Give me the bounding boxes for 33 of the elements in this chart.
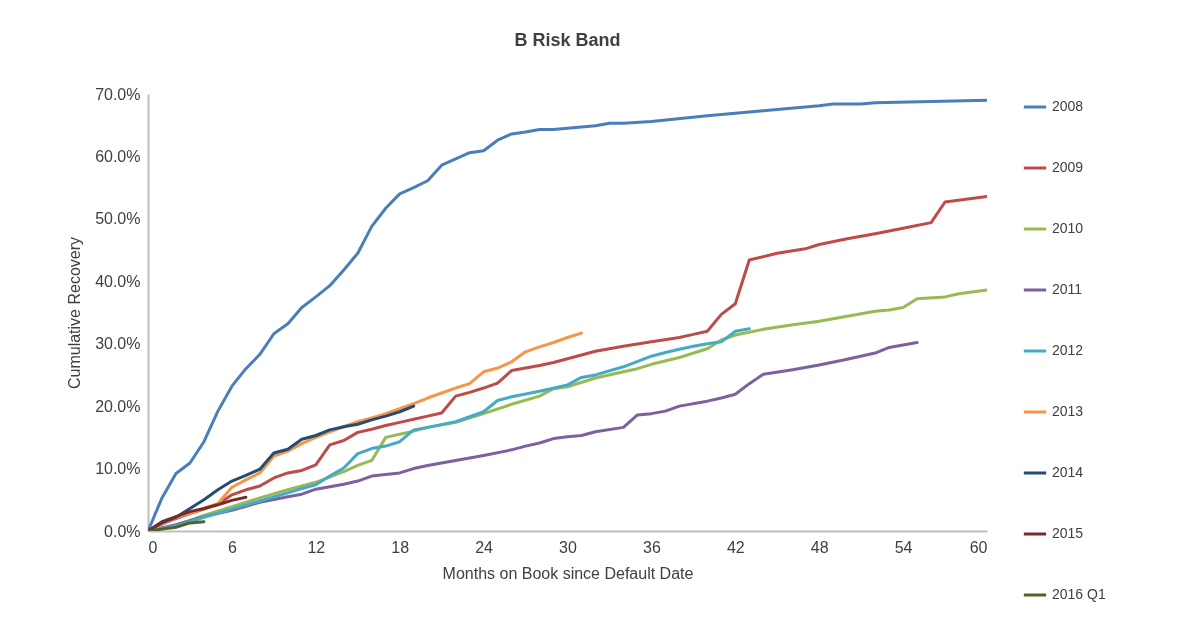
legend-label: 2012 [1052,342,1084,358]
x-tick-label: 12 [307,538,326,556]
legend-label: 2016 Q1 [1052,586,1106,602]
y-tick-label: 0.0% [104,522,141,540]
legend-label: 2009 [1052,159,1084,175]
legend-label: 2010 [1052,220,1084,236]
line-series [148,495,248,531]
y-tick-label: 20.0% [95,397,141,415]
y-tick-label: 10.0% [95,460,141,478]
x-tick-label: 30 [559,538,577,556]
y-tick-label: 70.0% [95,85,141,103]
x-tick-label: 6 [227,538,237,556]
y-tick-label: 30.0% [95,335,141,353]
x-tick-label: 36 [643,538,661,556]
x-tick-label: 18 [391,538,410,556]
x-tick-label: 60 [969,538,988,556]
chart-title: B Risk Band [514,30,621,50]
x-tick-label: 24 [475,538,494,556]
x-tick-label: 48 [810,538,829,556]
legend-label: 2011 [1052,281,1083,297]
y-axis-title: Cumulative Recovery [66,236,84,390]
line-series [148,520,206,531]
x-axis-title: Months on Book since Default Date [442,564,694,582]
y-tick-label: 60.0% [95,147,141,165]
y-tick-label: 40.0% [95,272,141,290]
x-tick-label: 0 [148,538,158,556]
x-tick-label: 54 [894,538,913,556]
y-tick-label: 50.0% [95,210,141,228]
legend-label: 2015 [1052,525,1084,541]
legend-label: 2008 [1052,98,1084,114]
legend-label: 2013 [1052,403,1084,419]
legend-label: 2014 [1052,464,1084,480]
x-tick-label: 42 [726,538,745,556]
